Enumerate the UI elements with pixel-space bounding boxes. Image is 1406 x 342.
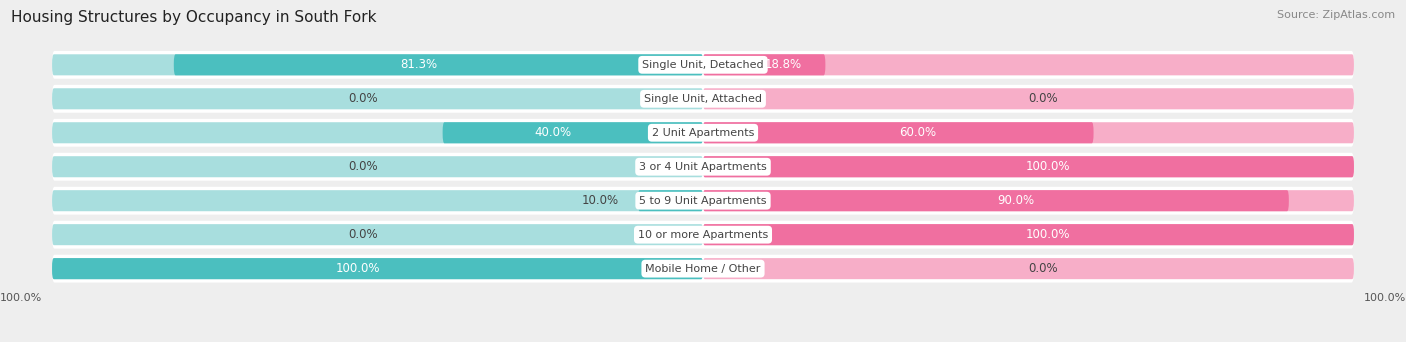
FancyBboxPatch shape: [52, 221, 1354, 249]
FancyBboxPatch shape: [703, 54, 1354, 75]
FancyBboxPatch shape: [703, 258, 1354, 279]
Text: 10.0%: 10.0%: [581, 194, 619, 207]
FancyBboxPatch shape: [52, 258, 703, 279]
Text: 100.0%: 100.0%: [1026, 228, 1070, 241]
FancyBboxPatch shape: [52, 190, 703, 211]
Text: Mobile Home / Other: Mobile Home / Other: [645, 264, 761, 274]
Text: 60.0%: 60.0%: [900, 126, 936, 139]
FancyBboxPatch shape: [52, 187, 1354, 215]
Text: 0.0%: 0.0%: [347, 92, 378, 105]
Text: 2 Unit Apartments: 2 Unit Apartments: [652, 128, 754, 138]
FancyBboxPatch shape: [703, 156, 1354, 177]
Text: 81.3%: 81.3%: [401, 58, 437, 71]
Text: 0.0%: 0.0%: [347, 228, 378, 241]
FancyBboxPatch shape: [703, 88, 1354, 109]
Legend: Owner-occupied, Renter-occupied: Owner-occupied, Renter-occupied: [583, 340, 823, 342]
Text: 100.0%: 100.0%: [1026, 160, 1070, 173]
Text: 5 to 9 Unit Apartments: 5 to 9 Unit Apartments: [640, 196, 766, 206]
Text: 0.0%: 0.0%: [1028, 262, 1059, 275]
FancyBboxPatch shape: [52, 54, 703, 75]
Text: 0.0%: 0.0%: [1028, 92, 1059, 105]
FancyBboxPatch shape: [703, 122, 1094, 143]
Text: 100.0%: 100.0%: [336, 262, 380, 275]
FancyBboxPatch shape: [52, 224, 703, 245]
FancyBboxPatch shape: [174, 54, 703, 75]
FancyBboxPatch shape: [52, 51, 1354, 79]
FancyBboxPatch shape: [703, 224, 1354, 245]
Text: 90.0%: 90.0%: [997, 194, 1033, 207]
FancyBboxPatch shape: [52, 88, 703, 109]
FancyBboxPatch shape: [703, 224, 1354, 245]
FancyBboxPatch shape: [52, 153, 1354, 181]
FancyBboxPatch shape: [703, 122, 1354, 143]
Text: Single Unit, Attached: Single Unit, Attached: [644, 94, 762, 104]
Text: 100.0%: 100.0%: [0, 293, 42, 303]
FancyBboxPatch shape: [52, 156, 703, 177]
FancyBboxPatch shape: [703, 156, 1354, 177]
Text: 40.0%: 40.0%: [534, 126, 572, 139]
Text: 100.0%: 100.0%: [1364, 293, 1406, 303]
FancyBboxPatch shape: [52, 122, 703, 143]
FancyBboxPatch shape: [52, 255, 1354, 282]
Text: 18.8%: 18.8%: [765, 58, 803, 71]
Text: 0.0%: 0.0%: [347, 160, 378, 173]
FancyBboxPatch shape: [52, 258, 703, 279]
FancyBboxPatch shape: [703, 190, 1289, 211]
FancyBboxPatch shape: [52, 119, 1354, 147]
FancyBboxPatch shape: [703, 54, 825, 75]
Text: Single Unit, Detached: Single Unit, Detached: [643, 60, 763, 70]
FancyBboxPatch shape: [52, 85, 1354, 113]
Text: Housing Structures by Occupancy in South Fork: Housing Structures by Occupancy in South…: [11, 10, 377, 25]
FancyBboxPatch shape: [638, 190, 703, 211]
Text: Source: ZipAtlas.com: Source: ZipAtlas.com: [1277, 10, 1395, 20]
Text: 10 or more Apartments: 10 or more Apartments: [638, 230, 768, 240]
FancyBboxPatch shape: [703, 190, 1354, 211]
FancyBboxPatch shape: [443, 122, 703, 143]
Text: 3 or 4 Unit Apartments: 3 or 4 Unit Apartments: [640, 162, 766, 172]
